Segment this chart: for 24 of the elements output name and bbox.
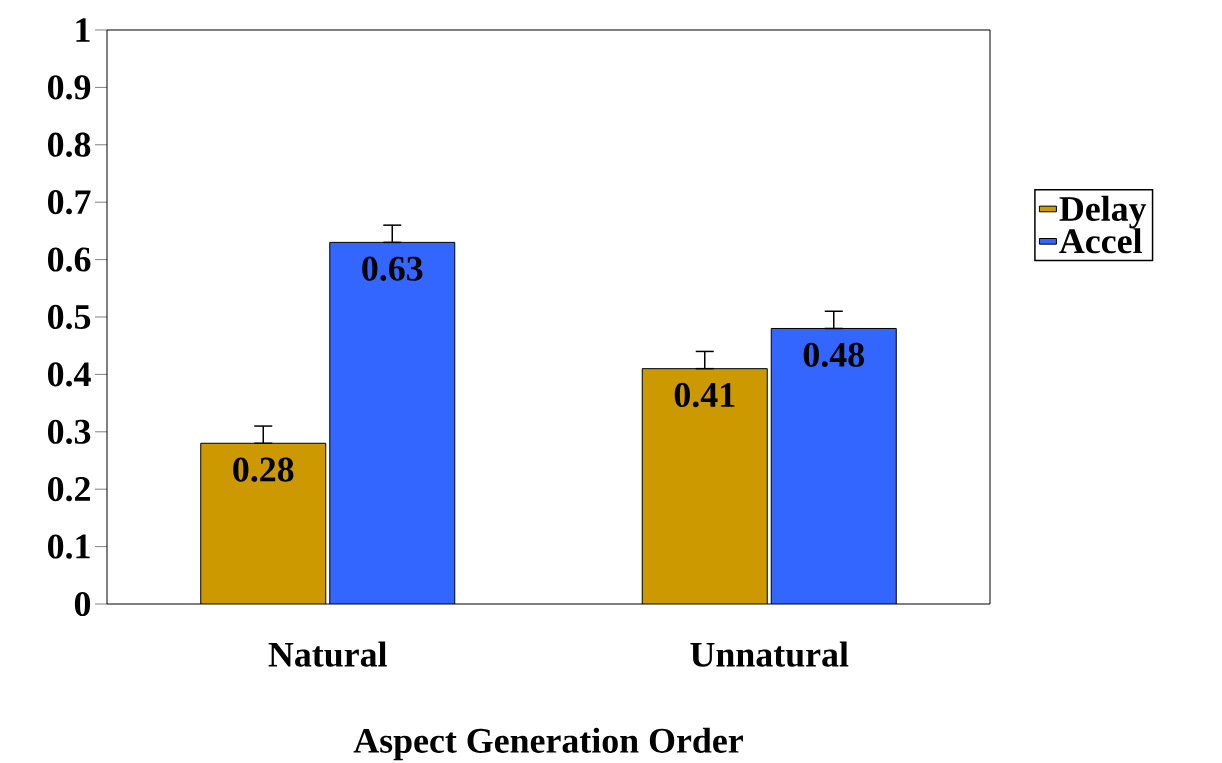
y-tick-label: 0.5 — [48, 304, 91, 330]
y-tick-label: 0.8 — [48, 132, 91, 157]
data-label: 0.41 — [674, 382, 735, 408]
y-tick-label: 0.1 — [48, 534, 90, 559]
bar — [641, 368, 768, 604]
y-tick-label: 0.9 — [48, 75, 91, 100]
y-tick-label: 0 — [74, 591, 91, 617]
y-tick-label: 0.4 — [48, 362, 91, 387]
bar — [200, 442, 327, 604]
data-label: 0.63 — [362, 256, 423, 281]
y-tick-label: 1 — [76, 18, 90, 42]
x-axis-title: Aspect Generation Order — [353, 727, 743, 761]
y-tick-label: 0.3 — [48, 419, 91, 444]
bar — [770, 327, 897, 604]
x-tick-label: Unnatural — [690, 641, 849, 667]
x-tick-label: Natural — [268, 641, 387, 667]
y-tick-label: 0.2 — [48, 477, 90, 502]
y-tick-label: 0.6 — [48, 247, 91, 272]
data-label: 0.48 — [803, 342, 864, 368]
y-tick-label: 0.7 — [48, 190, 91, 215]
legend-label: Delay — [1059, 195, 1147, 229]
data-label: 0.28 — [233, 457, 294, 482]
legend-label: Accel — [1059, 228, 1142, 254]
bar — [329, 241, 456, 604]
